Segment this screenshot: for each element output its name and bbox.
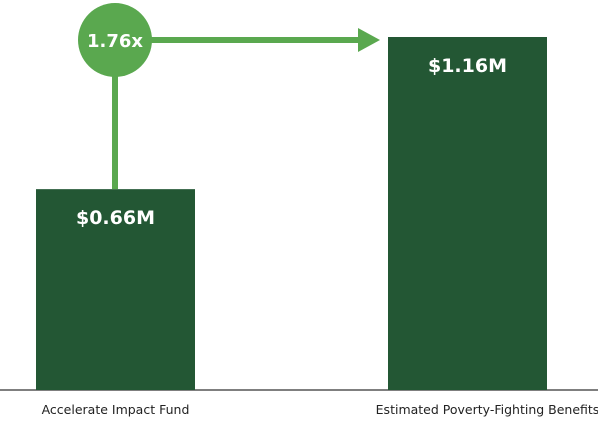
category-label-accelerate-impact-fund: Accelerate Impact Fund	[42, 402, 190, 417]
multiplier-badge	[78, 3, 152, 77]
arrowhead-icon	[358, 28, 380, 52]
bar-poverty-fighting-benefits	[388, 37, 547, 390]
multiplier-label: 1.76x	[87, 31, 143, 52]
category-label-poverty-fighting-benefits: Estimated Poverty-Fighting Benefits	[376, 402, 598, 417]
bar-value-label-accelerate-impact-fund: $0.66M	[76, 207, 155, 229]
bar-accelerate-impact-fund	[36, 189, 195, 390]
bar-value-label-poverty-fighting-benefits: $1.16M	[428, 55, 507, 77]
